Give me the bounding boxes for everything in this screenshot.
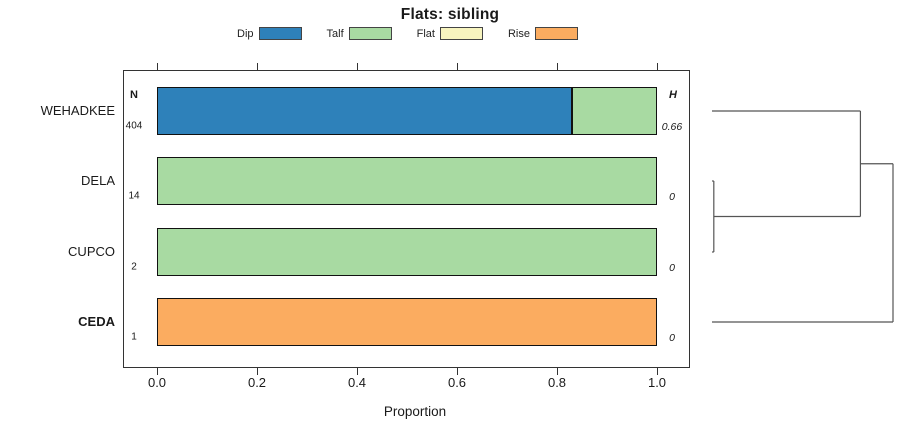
legend-swatch xyxy=(535,27,578,40)
x-tick-label: 1.0 xyxy=(647,375,667,390)
legend-swatch xyxy=(439,27,483,40)
n-value: 404 xyxy=(125,120,143,132)
x-tick-label: 0.0 xyxy=(147,375,167,390)
chart-title: Flats: sibling xyxy=(400,6,500,23)
legend-swatch xyxy=(258,27,302,40)
x-tick xyxy=(457,63,458,70)
dendrogram xyxy=(712,110,894,323)
x-tick xyxy=(257,368,258,375)
bar-segment-talf xyxy=(157,228,657,276)
legend-item: Talf xyxy=(327,27,392,40)
x-tick xyxy=(657,63,658,70)
x-tick xyxy=(157,368,158,375)
legend-label: Rise xyxy=(507,27,530,40)
x-tick xyxy=(457,368,458,375)
h-value: 0.66 xyxy=(661,121,683,133)
bar-segment-dip xyxy=(157,87,572,135)
bar-segment-rise xyxy=(157,298,657,346)
x-tick-label: 0.2 xyxy=(247,375,267,390)
x-tick xyxy=(557,368,558,375)
h-value: 0 xyxy=(669,332,675,344)
x-tick xyxy=(157,63,158,70)
category-label-wehadkee: WEHADKEE xyxy=(40,103,115,118)
category-label-dela: DELA xyxy=(81,173,115,188)
x-tick xyxy=(357,63,358,70)
h-value: 0 xyxy=(669,262,675,274)
n-value: 14 xyxy=(128,190,140,202)
x-axis-label: Proportion xyxy=(383,404,447,419)
category-label-cupco: CUPCO xyxy=(68,244,115,259)
legend-swatch xyxy=(348,27,392,40)
legend-item: Dip xyxy=(237,27,302,40)
category-label-ceda: CEDA xyxy=(78,314,115,329)
n-value: 2 xyxy=(131,261,137,273)
bar-segment-talf xyxy=(572,87,657,135)
n-value: 1 xyxy=(131,331,137,343)
bar-segment-talf xyxy=(157,157,657,205)
h-column-header: H xyxy=(669,89,677,101)
x-tick xyxy=(257,63,258,70)
x-tick-label: 0.4 xyxy=(347,375,367,390)
legend-label: Talf xyxy=(326,27,344,40)
h-value: 0 xyxy=(669,191,675,203)
legend: Dip Talf Flat Rise xyxy=(123,27,692,40)
x-tick xyxy=(657,368,658,375)
legend-item: Flat xyxy=(417,27,483,40)
legend-label: Dip xyxy=(237,27,254,40)
x-tick-label: 0.6 xyxy=(447,375,467,390)
n-column-header: N xyxy=(130,89,138,101)
x-tick xyxy=(557,63,558,70)
x-tick xyxy=(357,368,358,375)
legend-item: Rise xyxy=(508,27,578,40)
x-tick-label: 0.8 xyxy=(547,375,567,390)
legend-label: Flat xyxy=(416,27,435,40)
